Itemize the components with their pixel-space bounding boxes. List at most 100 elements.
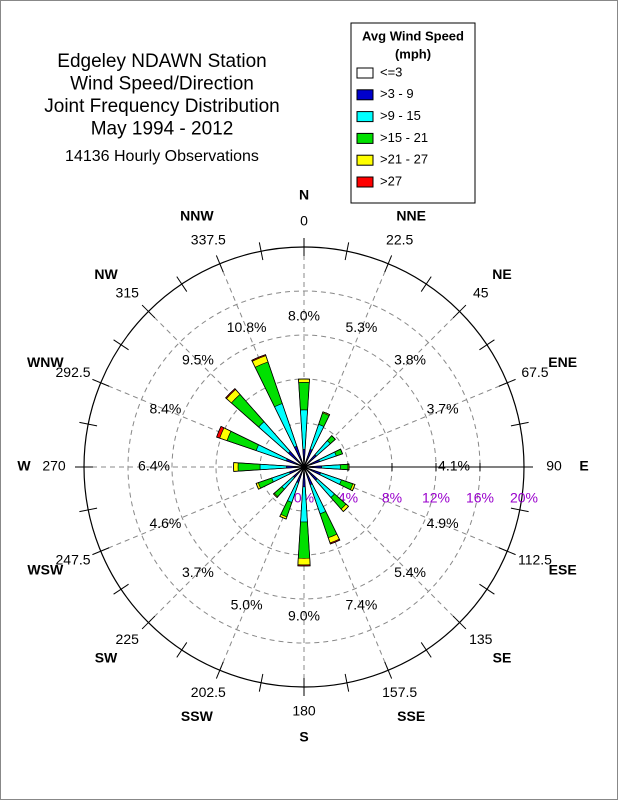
compass-tick: [452, 304, 467, 319]
legend-label: >21 - 27: [380, 152, 428, 167]
total-label: 8.4%: [149, 400, 181, 416]
compass-tick: [215, 661, 224, 679]
compass-tick: [384, 661, 393, 679]
total-label: 3.7%: [182, 564, 214, 580]
r-tick-label: 12%: [422, 490, 450, 506]
legend-label: <=3: [380, 64, 402, 79]
compass-tick: [510, 507, 529, 513]
direction-degree: 22.5: [386, 231, 413, 247]
direction-name: NE: [492, 266, 511, 282]
direction-degree: 135: [469, 631, 493, 647]
total-label: 4.6%: [149, 515, 181, 531]
compass-tick: [176, 642, 188, 658]
compass-tick: [141, 304, 156, 319]
direction-name: WSW: [27, 561, 64, 577]
direction-name: NNW: [180, 207, 214, 223]
direction-degree: 0: [300, 213, 308, 229]
total-label: 9.5%: [182, 352, 214, 368]
compass-tick: [258, 242, 264, 261]
compass-tick: [92, 378, 110, 387]
legend-swatch: [356, 111, 374, 123]
compass-tick: [452, 615, 467, 630]
direction-name: NNE: [396, 207, 426, 223]
compass-tick: [92, 547, 110, 556]
direction-degree: 202.5: [191, 684, 226, 700]
chart-title: Wind Speed/Direction: [70, 74, 254, 95]
direction-name: SE: [493, 649, 512, 665]
compass-tick: [479, 339, 495, 351]
total-label: 5.3%: [345, 319, 377, 335]
petal-outline: [233, 462, 305, 472]
chart-title: May 1994 - 2012: [91, 119, 234, 140]
chart-title: Edgeley NDAWN Station: [57, 51, 266, 72]
r-tick-label: 8%: [382, 490, 402, 506]
total-label: 7.4%: [345, 596, 377, 612]
petal-outline: [216, 425, 305, 468]
compass-tick: [420, 642, 432, 658]
petal-outline: [303, 435, 336, 468]
direction-degree: 292.5: [56, 364, 91, 380]
total-label: 5.0%: [231, 596, 263, 612]
compass-tick: [498, 378, 516, 387]
petal-outline: [279, 466, 305, 520]
compass-tick: [113, 339, 129, 351]
direction-name: E: [579, 458, 588, 474]
compass-tick: [176, 276, 188, 292]
subtitle: 14136 Hourly Observations: [65, 148, 259, 165]
petal-segment: [339, 463, 349, 471]
total-label: 3.8%: [394, 352, 426, 368]
direction-name: W: [17, 458, 31, 474]
compass-tick: [510, 421, 529, 427]
compass-tick: [384, 255, 393, 273]
r-tick-label: 20%: [510, 490, 538, 506]
total-label: 3.7%: [427, 400, 459, 416]
direction-degree: 45: [473, 284, 489, 300]
compass-tick: [344, 673, 350, 692]
legend-swatch: [356, 67, 374, 79]
compass-tick: [79, 421, 98, 427]
petal-outline: [272, 466, 305, 499]
direction-degree: 157.5: [382, 684, 417, 700]
compass-tick: [420, 276, 432, 292]
compass-tick: [498, 547, 516, 556]
direction-name: WNW: [27, 354, 64, 370]
petal-segment: [298, 378, 310, 383]
direction-degree: 90: [546, 458, 562, 474]
legend-swatch: [356, 132, 374, 144]
petal-outline: [255, 466, 305, 490]
total-label: 9.0%: [288, 608, 320, 624]
legend-title: Avg Wind Speed: [362, 28, 464, 43]
total-label: 4.9%: [427, 515, 459, 531]
compass-tick: [479, 583, 495, 595]
direction-name: ESE: [549, 561, 577, 577]
legend-label: >27: [380, 173, 402, 188]
compass-tick: [344, 242, 350, 261]
compass-tick: [258, 673, 264, 692]
direction-degree: 247.5: [56, 551, 91, 567]
petal-outline: [303, 466, 341, 545]
direction-degree: 67.5: [521, 364, 548, 380]
direction-degree: 315: [116, 284, 140, 300]
direction-degree: 112.5: [518, 551, 552, 567]
compass-tick: [141, 615, 156, 630]
direction-degree: 180: [292, 703, 316, 719]
direction-name: S: [299, 729, 308, 745]
petal-segment: [297, 557, 311, 566]
legend-subtitle: (mph): [395, 46, 431, 61]
total-label: 6.4%: [138, 458, 170, 474]
petal-outline: [303, 466, 350, 513]
petal-outline: [303, 411, 331, 468]
direction-degree: 270: [42, 458, 66, 474]
compass-tick: [215, 255, 224, 273]
direction-name: SSE: [397, 708, 425, 724]
chart-title: Joint Frequency Distribution: [44, 96, 280, 117]
direction-name: ENE: [548, 354, 577, 370]
total-label: 8.0%: [288, 308, 320, 324]
direction-degree: 337.5: [191, 231, 226, 247]
total-label: 4.1%: [438, 458, 470, 474]
direction-name: SSW: [181, 708, 214, 724]
legend-label: >3 - 9: [380, 86, 414, 101]
petal-outline: [297, 466, 311, 567]
